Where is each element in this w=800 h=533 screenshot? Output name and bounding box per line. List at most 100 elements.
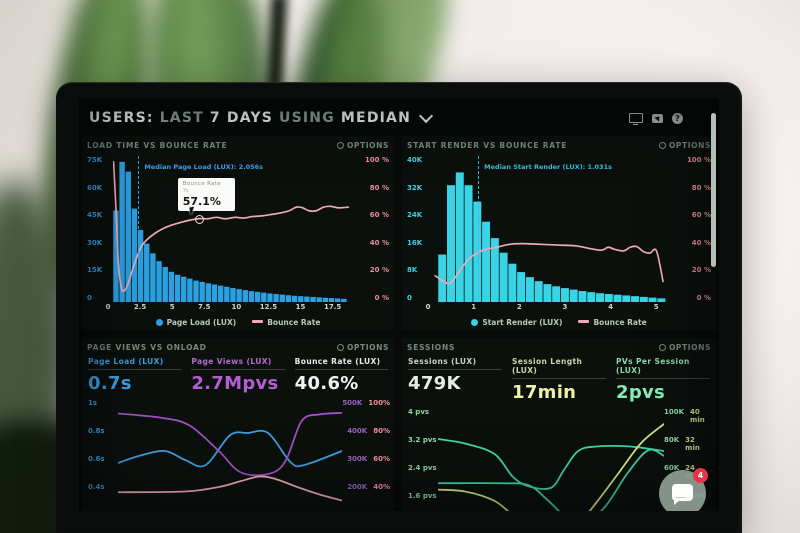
axis-tick-label: 0.6s xyxy=(88,455,105,463)
options-label: OPTIONS xyxy=(668,343,711,352)
axis-tick-label: 60 % xyxy=(691,211,711,220)
x-tick-label: 4 xyxy=(608,303,613,311)
share-icon[interactable] xyxy=(652,113,663,123)
gear-icon xyxy=(336,142,344,149)
dashboard-screen: USERS: LAST 7 DAYS USING MEDIAN ? xyxy=(79,99,719,511)
options-label: OPTIONS xyxy=(668,141,711,150)
median-line: Median Page Load (LUX): 2.056s xyxy=(138,156,263,299)
legend-item[interactable]: Start Render (LUX) xyxy=(471,318,562,327)
chart-area: 40K 32K 24K 16K 8K 0 Median Start Render (LUX… xyxy=(402,156,716,302)
notification-badge: 4 xyxy=(693,468,708,483)
tooltip: Bounce Rate 7s 57.1% xyxy=(177,177,235,211)
help-icon[interactable]: ? xyxy=(672,112,683,124)
axis-tick-label: 75K xyxy=(87,156,103,164)
axis-tick-label: 40 % xyxy=(691,238,711,247)
axis-tick-label: 8K xyxy=(407,266,418,275)
axis-tick-label: 80 % xyxy=(691,183,711,192)
x-tick-label: 7.5 xyxy=(198,303,211,311)
axis-tick-label: 3.2 pvs xyxy=(408,436,437,444)
axis-tick-label: 4 pvs xyxy=(408,408,430,416)
x-tick-label: 1 xyxy=(471,303,477,311)
metrics-row: Page Load (LUX) 0.7s Page Views (LUX) 2.7Mp… xyxy=(82,355,394,394)
panel-header: SESSIONS OPTIONS xyxy=(402,338,716,355)
gear-icon xyxy=(336,344,344,351)
header-icons: ? xyxy=(629,112,709,125)
chat-support-button[interactable]: 4 xyxy=(659,468,708,511)
chat-bubble-icon xyxy=(672,484,693,505)
axis-tick-label: 60K xyxy=(87,183,103,192)
axis-tick-label: 0.8s xyxy=(88,427,105,435)
panel-load-time: LOAD TIME VS BOUNCE RATE OPTIONS 75K 60K 4… xyxy=(82,136,394,330)
legend-item[interactable]: Bounce Rate xyxy=(578,318,647,327)
monitor-icon[interactable] xyxy=(629,113,643,125)
axis-tick-label: 60 % xyxy=(369,211,389,220)
scrollbar[interactable] xyxy=(711,113,716,267)
panel-page-views: PAGE VIEWS VS ONLOAD OPTIONS Page Load (… xyxy=(82,338,394,511)
axis-tick-label: 16K xyxy=(407,238,423,247)
hover-point-marker xyxy=(195,214,205,224)
metric: Page Load (LUX) 0.7s xyxy=(88,357,182,394)
date-range-dropdown[interactable]: USERS: LAST 7 DAYS USING MEDIAN xyxy=(89,108,434,126)
legend: Page Load (LUX) Bounce Rate xyxy=(82,314,394,330)
tooltip-series: Bounce Rate xyxy=(182,180,221,187)
options-button[interactable]: OPTIONS xyxy=(658,141,711,150)
axis-tick-row: 400K 80% xyxy=(347,427,390,435)
axis-tick-label: 40K xyxy=(407,156,423,164)
metric-value: 17min xyxy=(512,382,577,403)
axis-tick-label: 0 xyxy=(87,293,92,302)
median-label: Median Start Render (LUX): 1.031s xyxy=(484,163,612,171)
chevron-down-icon xyxy=(418,108,434,124)
page-views-trend-chart xyxy=(118,396,342,506)
panel-title: SESSIONS xyxy=(407,343,456,352)
axis-tick-label: 32K xyxy=(407,183,423,192)
median-label: Median Page Load (LUX): 2.056s xyxy=(144,163,264,171)
x-tick-label: 0 xyxy=(105,303,111,311)
panel-title: PAGE VIEWS VS ONLOAD xyxy=(87,343,207,352)
x-tick-label: 5 xyxy=(169,303,175,311)
x-tick-label: 10 xyxy=(231,303,242,311)
axis-tick-label: 20 % xyxy=(691,266,711,275)
axis-tick-row: 500K 100% xyxy=(342,399,390,407)
title-days: 7 DAYS xyxy=(209,110,274,126)
x-axis: 0 1 2 3 4 5 xyxy=(426,303,679,314)
x-tick-label: 2.5 xyxy=(133,303,147,311)
x-tick-label: 12.5 xyxy=(259,303,278,311)
panel-title: START RENDER VS BOUNCE RATE xyxy=(407,141,568,150)
metric-value: 2pvs xyxy=(616,382,666,403)
x-tick-label: 2 xyxy=(516,303,522,311)
x-tick-label: 5 xyxy=(653,303,659,311)
axis-tick-label: 40 % xyxy=(369,238,389,247)
axis-tick-row: 200K 40% xyxy=(347,483,390,491)
legend-item[interactable]: Bounce Rate xyxy=(252,318,320,327)
legend-item[interactable]: Page Load (LUX) xyxy=(155,318,236,327)
axis-tick-label: 0 % xyxy=(374,293,389,302)
panel-title: LOAD TIME VS BOUNCE RATE xyxy=(87,141,228,150)
metric-label: Page Views (LUX) xyxy=(191,357,285,370)
y-axis-left: 1s 0.8s 0.6s 0.4s xyxy=(82,399,118,491)
metric: Sessions (LUX) 479K xyxy=(408,357,502,403)
options-button[interactable]: OPTIONS xyxy=(336,141,389,150)
metric-label: Page Load (LUX) xyxy=(88,357,182,370)
x-tick-label: 15 xyxy=(295,303,306,311)
panel-header: START RENDER VS BOUNCE RATE OPTIONS xyxy=(402,136,716,153)
metric-value: 479K xyxy=(408,373,461,394)
metric-value: 0.7s xyxy=(88,373,132,394)
tooltip-x: 7s xyxy=(182,187,189,194)
axis-tick-label: 20 % xyxy=(369,266,389,275)
metric-label: Sessions (LUX) xyxy=(408,357,502,370)
options-button[interactable]: OPTIONS xyxy=(658,343,711,352)
metric-label: Session Length (LUX) xyxy=(512,357,606,379)
gear-icon xyxy=(658,344,666,351)
y-axis-left: 4 pvs 3.2 pvs 2.4 pvs 1.6 pvs xyxy=(402,408,438,500)
axis-tick-label: 0 % xyxy=(696,293,711,302)
axis-tick-label: 24K xyxy=(407,211,423,220)
metric: Session Length (LUX) 17min xyxy=(512,357,606,403)
title-users: USERS: xyxy=(89,110,154,126)
metric-value: 2.7Mpvs xyxy=(191,373,279,394)
x-tick-label: 3 xyxy=(562,303,568,311)
app-header: USERS: LAST 7 DAYS USING MEDIAN ? xyxy=(79,99,719,133)
axis-tick-label: 2.4 pvs xyxy=(408,464,437,472)
metric: Page Views (LUX) 2.7Mpvs xyxy=(191,357,285,394)
options-button[interactable]: OPTIONS xyxy=(336,343,389,352)
